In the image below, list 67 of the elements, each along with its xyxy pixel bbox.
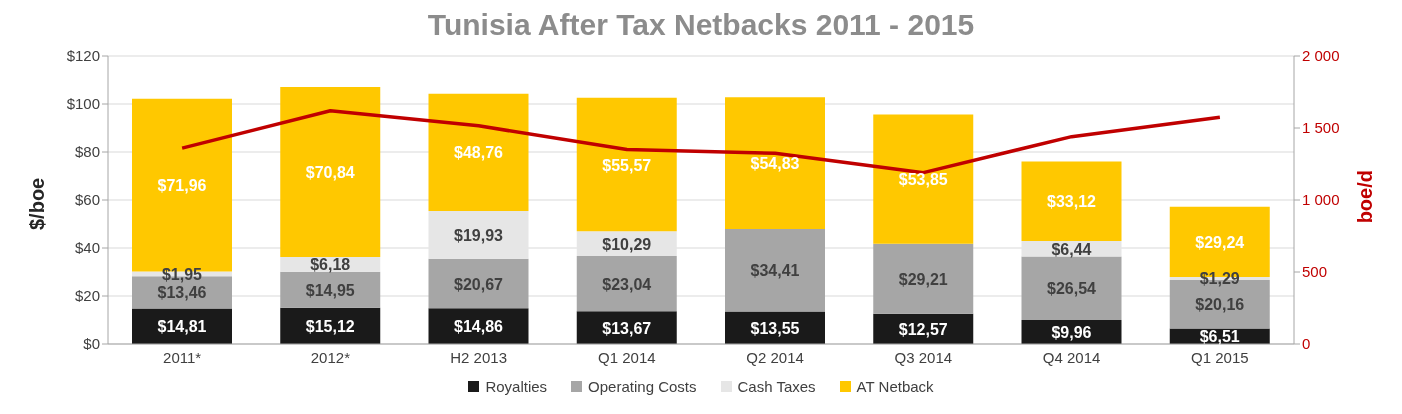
chart-title: Tunisia After Tax Netbacks 2011 - 2015 xyxy=(426,8,976,43)
legend-label: Cash Taxes xyxy=(736,378,816,395)
x-tick-label: H2 2013 xyxy=(450,348,507,366)
data-label: $55,57 xyxy=(602,156,652,174)
bar xyxy=(280,86,381,257)
x-tick-label: 2012* xyxy=(310,348,351,366)
data-label: $23,04 xyxy=(602,275,652,293)
legend-label: Royalties xyxy=(484,378,548,395)
data-label: $6,18 xyxy=(310,256,351,274)
data-label: $6,44 xyxy=(1051,240,1092,258)
bar xyxy=(428,258,529,309)
y2-tick-label: 1 000 xyxy=(1302,191,1340,209)
y-tick-label: $60 xyxy=(74,191,100,209)
y2-tick-label: 2 000 xyxy=(1302,47,1340,65)
x-tick-label: Q1 2014 xyxy=(598,348,656,366)
data-label: $54,83 xyxy=(750,155,800,173)
y-tick-label: $20 xyxy=(74,287,100,305)
bar xyxy=(576,97,677,232)
y-tick-label: $100 xyxy=(66,95,100,113)
data-label: $12,57 xyxy=(898,320,948,338)
x-tick-label: Q1 2015 xyxy=(1191,348,1249,366)
data-label: $13,46 xyxy=(157,284,207,302)
data-label: $13,67 xyxy=(602,319,652,337)
data-label: $53,85 xyxy=(898,171,948,189)
data-label: $33,12 xyxy=(1047,193,1097,211)
x-tick-label: Q2 2014 xyxy=(746,348,804,366)
bar xyxy=(428,210,529,259)
y-tick-label: $0 xyxy=(83,335,100,353)
data-label: $20,16 xyxy=(1195,296,1245,314)
y-tick-label: $80 xyxy=(74,143,100,161)
data-label: $14,81 xyxy=(157,318,207,336)
data-label: $29,24 xyxy=(1195,233,1245,251)
y-tick-label: $40 xyxy=(74,239,100,257)
bar xyxy=(725,228,825,312)
data-label: $34,41 xyxy=(750,262,800,280)
x-tick-label: 2011* xyxy=(163,348,202,366)
y2-tick-label: 500 xyxy=(1302,263,1328,281)
bar xyxy=(873,114,974,244)
data-label: $70,84 xyxy=(305,163,355,181)
data-label: $71,96 xyxy=(157,177,207,195)
y2-tick-label: 1 500 xyxy=(1302,119,1340,137)
data-label: $20,67 xyxy=(454,275,504,293)
x-tick-label: Q4 2014 xyxy=(1042,348,1101,366)
bar xyxy=(576,255,677,312)
data-label: $10,29 xyxy=(602,235,652,253)
legend-label: AT Netback xyxy=(855,378,934,395)
y2-axis-title: boe/d xyxy=(1354,170,1377,224)
data-label: $14,86 xyxy=(454,318,504,336)
data-label: $9,96 xyxy=(1051,324,1092,342)
bar xyxy=(428,93,529,211)
data-label: $29,21 xyxy=(898,270,948,288)
data-label: $15,12 xyxy=(305,317,355,335)
bar xyxy=(725,97,825,229)
bar xyxy=(873,243,974,314)
x-tick-label: Q3 2014 xyxy=(894,348,953,366)
data-label: $13,55 xyxy=(750,319,800,337)
bar xyxy=(1021,161,1122,241)
y-axis-title: $/boe xyxy=(26,177,49,230)
data-label: $14,95 xyxy=(305,281,355,299)
data-label: $6,51 xyxy=(1199,328,1240,346)
data-label: $19,93 xyxy=(454,226,504,244)
bar xyxy=(1021,256,1122,321)
data-label: $48,76 xyxy=(454,144,504,162)
data-label: $26,54 xyxy=(1047,280,1097,298)
legend-label: Operating Costs xyxy=(587,378,697,395)
y2-tick-label: 0 xyxy=(1302,335,1311,353)
y-tick-label: $120 xyxy=(66,47,100,65)
